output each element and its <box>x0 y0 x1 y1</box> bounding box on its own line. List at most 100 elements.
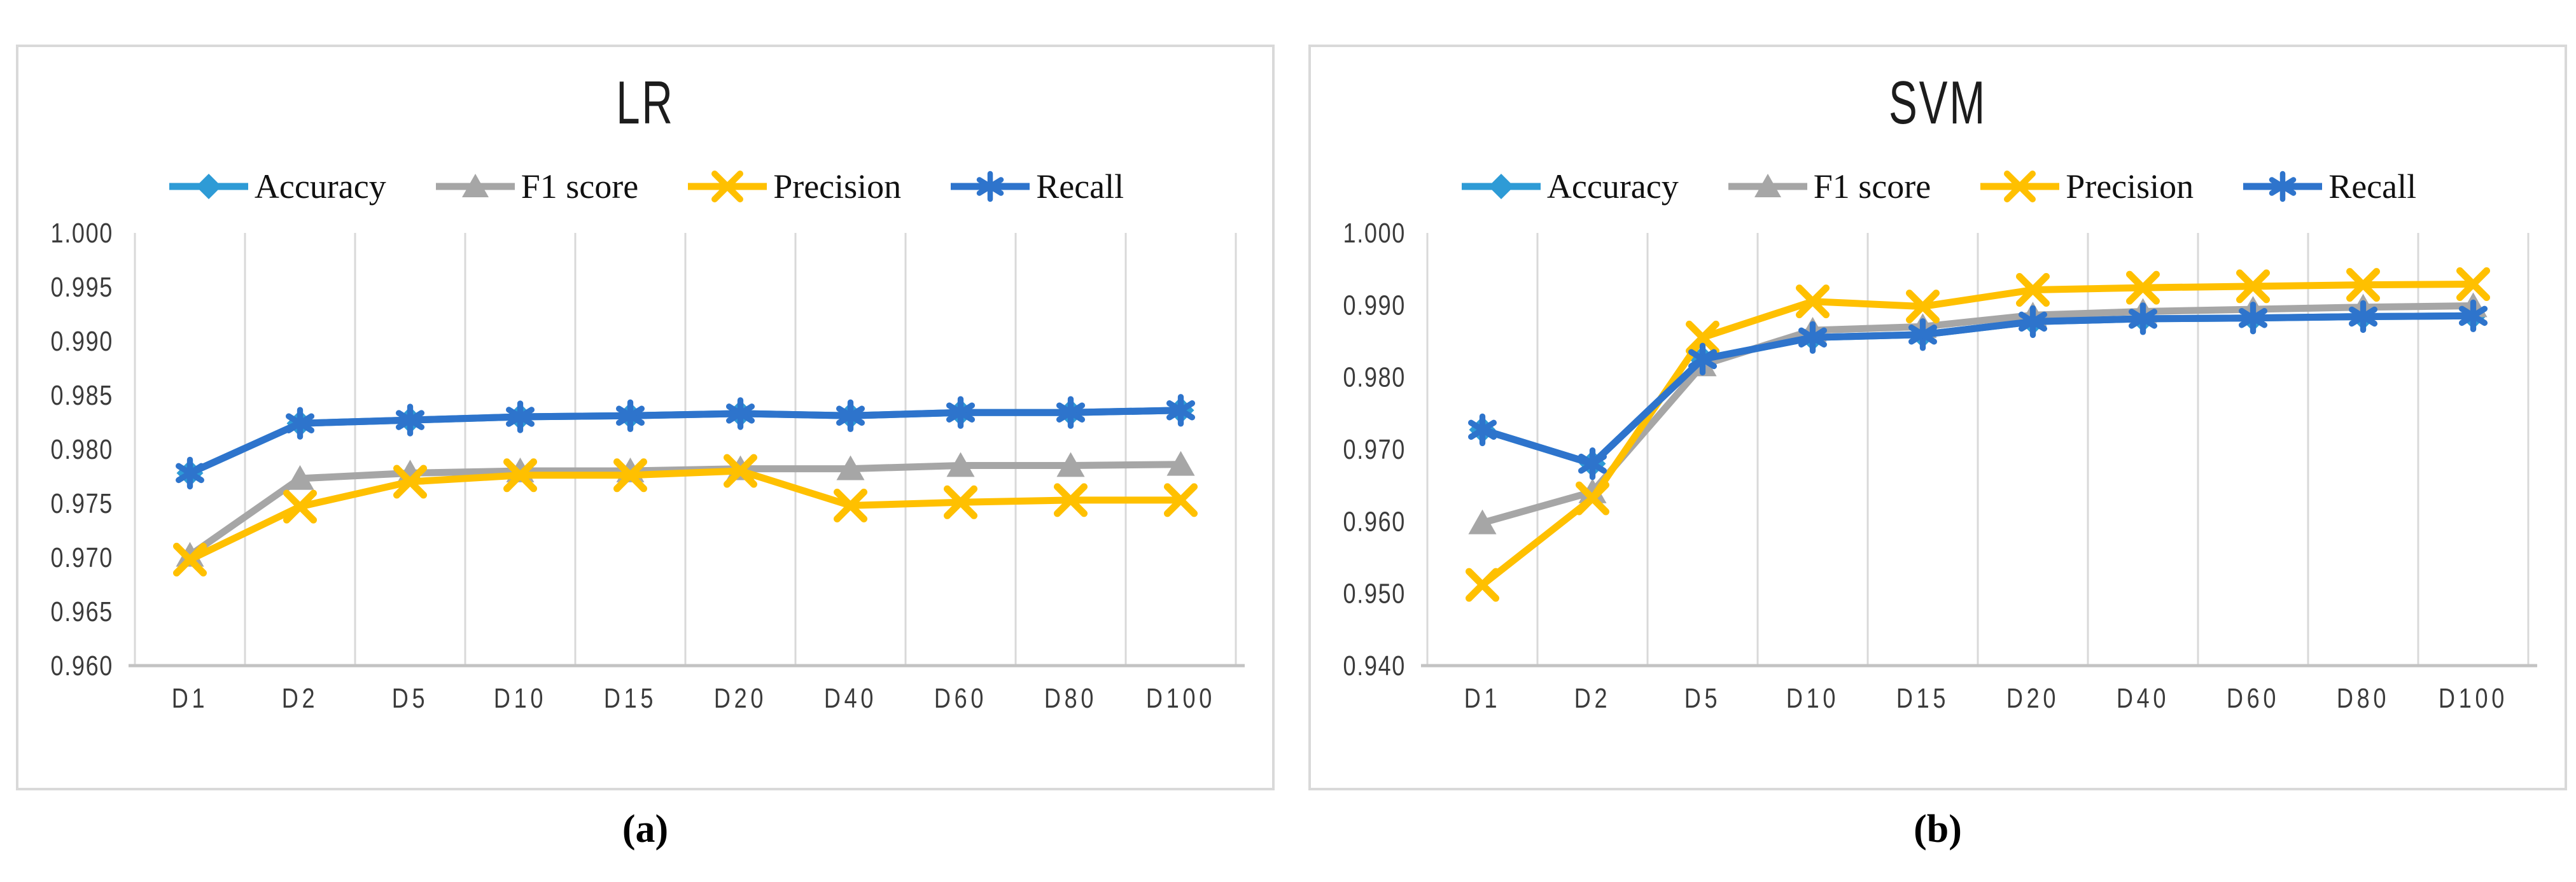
legend-recall-icon <box>2243 171 2323 202</box>
marker-precision <box>2126 270 2160 305</box>
marker-recall <box>615 399 645 432</box>
y-tick-label: 0.960 <box>51 650 113 682</box>
legend-item-precision: Precision <box>1978 167 2194 206</box>
legend-precision-icon <box>688 171 767 202</box>
series-line-precision <box>1480 281 2474 588</box>
marker-precision <box>2456 267 2490 301</box>
marker-precision <box>1796 284 1830 319</box>
marker-f1-score <box>1578 478 1607 503</box>
chart-panel-svm: SVM Accuracy F1 score Precision Recall 1.00… <box>1308 45 2567 790</box>
marker-recall <box>2238 302 2268 335</box>
subfigure-caption-a: (a) <box>622 808 669 851</box>
marker-f1-score <box>946 452 975 477</box>
subfigure-caption-b: (b) <box>1914 808 1962 851</box>
x-tick-label: D100 <box>2439 683 2508 714</box>
marker-precision <box>1164 483 1198 517</box>
marker-recall <box>1467 413 1497 447</box>
x-tick-label: D10 <box>494 683 547 714</box>
legend-marker-f1-score <box>461 174 489 197</box>
legend-label: F1 score <box>521 167 639 206</box>
marker-precision <box>283 489 317 524</box>
x-tick-label: D20 <box>2006 683 2059 714</box>
x-tick-label: D100 <box>1146 683 1215 714</box>
marker-recall <box>505 400 535 433</box>
legend-item-precision: Precision <box>685 167 901 206</box>
x-tick-label: D15 <box>604 683 657 714</box>
x-tick-label: D2 <box>282 683 319 714</box>
marker-f1-score <box>1468 509 1497 535</box>
line-chart-lr: 1.000 0.995 0.990 0.985 0.980 0.975 0.970 0.965… <box>51 218 1245 714</box>
y-tick-label: 0.990 <box>1343 290 1406 321</box>
marker-precision <box>1466 568 1499 602</box>
legend-label: Recall <box>1036 167 1124 206</box>
legend-f1-score-icon <box>1728 174 1807 197</box>
marker-recall <box>395 403 425 437</box>
x-tick-label: D40 <box>824 683 877 714</box>
marker-recall <box>285 407 315 440</box>
marker-precision <box>1576 481 1609 515</box>
legend-item-recall: Recall <box>2241 167 2416 206</box>
legend-svm: Accuracy F1 score Precision Recall <box>1311 162 2565 211</box>
marker-precision <box>503 458 537 493</box>
legend-item-accuracy: Accuracy <box>1459 167 1679 206</box>
marker-precision <box>724 454 757 488</box>
marker-precision <box>393 465 427 499</box>
marker-precision <box>2236 269 2270 304</box>
y-tick-label: 0.970 <box>1343 434 1406 465</box>
y-tick-label: 0.970 <box>51 542 113 573</box>
marker-recall <box>1166 394 1196 427</box>
legend-label: F1 score <box>1813 167 1931 206</box>
x-tick-label: D1 <box>1464 683 1501 714</box>
marker-recall <box>2128 302 2158 335</box>
legend-f1-score-icon <box>435 174 515 197</box>
y-tick-label: 0.995 <box>51 272 113 303</box>
marker-precision <box>613 458 647 493</box>
y-tick-label: 0.980 <box>51 434 113 465</box>
legend-label: Precision <box>2066 167 2194 206</box>
line-chart-svm: 1.000 0.990 0.980 0.970 0.960 0.950 0.940 D1 D2 D… <box>1343 218 2537 714</box>
series-line-precision <box>188 467 1181 563</box>
marker-precision <box>1054 483 1088 517</box>
marker-f1-score <box>176 542 204 567</box>
legend-label: Precision <box>773 167 902 206</box>
marker-precision <box>2016 273 2050 307</box>
marker-recall <box>946 396 976 429</box>
legend-label: Recall <box>2328 167 2417 206</box>
marker-f1-score <box>286 465 314 490</box>
legend-item-recall: Recall <box>948 167 1124 206</box>
x-tick-label: D5 <box>1684 683 1721 714</box>
legend-item-f1-score: F1 score <box>433 167 638 206</box>
legend-accuracy-icon <box>169 174 248 199</box>
marker-f1-score <box>836 455 865 480</box>
x-tick-label: D40 <box>2117 683 2169 714</box>
y-tick-label: 1.000 <box>51 218 113 249</box>
legend-marker-recall <box>2269 171 2297 202</box>
legend-item-f1-score: F1 score <box>1726 167 1931 206</box>
legend-label: Accuracy <box>1546 167 1679 206</box>
legend-precision-icon <box>1980 171 2060 202</box>
y-tick-label: 0.980 <box>1343 361 1406 393</box>
legend-item-accuracy: Accuracy <box>167 167 386 206</box>
marker-precision <box>173 542 207 577</box>
legend-marker-precision <box>2004 171 2036 202</box>
marker-f1-score <box>1056 452 1085 477</box>
x-tick-label: D80 <box>1044 683 1097 714</box>
marker-recall <box>1688 342 1718 376</box>
marker-precision <box>1686 320 1719 354</box>
marker-recall <box>1056 396 1086 429</box>
legend-marker-recall <box>976 171 1004 202</box>
x-tick-label: D60 <box>934 683 987 714</box>
marker-recall <box>725 397 755 430</box>
x-tick-label: D15 <box>1896 683 1949 714</box>
y-tick-label: 0.940 <box>1343 650 1406 682</box>
marker-recall <box>1578 447 1607 480</box>
y-tick-label: 0.950 <box>1343 578 1406 609</box>
x-tick-label: D1 <box>172 683 209 714</box>
x-tick-label: D2 <box>1574 683 1611 714</box>
marker-recall <box>2458 299 2488 333</box>
legend-label: Accuracy <box>254 167 386 206</box>
series-line-f1-score <box>1481 302 2474 526</box>
chart-title-lr: LR <box>616 69 675 137</box>
chart-title-svm: SVM <box>1888 69 1987 137</box>
